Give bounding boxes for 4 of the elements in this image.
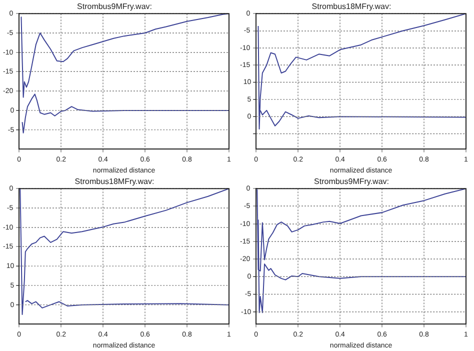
chart-title: Strombus9MFry.wav:: [314, 177, 389, 186]
chart-title: Strombus18MFry.wav:: [312, 2, 392, 12]
chart-title: Strombus9MFry.wav:: [77, 2, 152, 12]
chart-title: Strombus18MFry.wav:: [74, 177, 154, 186]
